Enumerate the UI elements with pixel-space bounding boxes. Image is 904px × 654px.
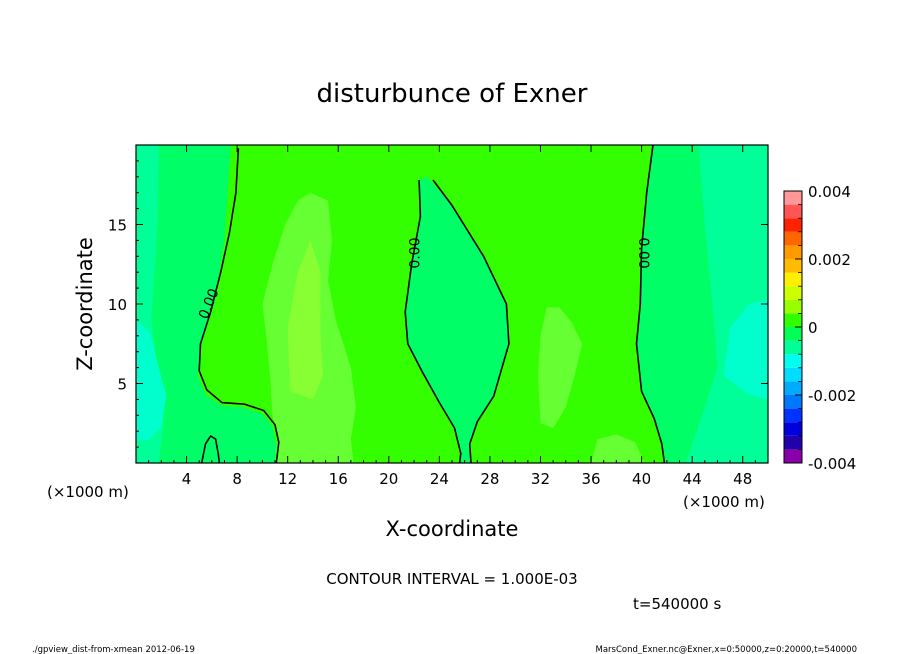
colorbar-swatch bbox=[784, 259, 802, 273]
zero-contour-3 bbox=[432, 179, 510, 463]
x-tick-label: 32 bbox=[531, 470, 550, 488]
colorbar-swatch bbox=[784, 354, 802, 368]
colorbar-swatch bbox=[784, 191, 802, 205]
x-tick-label: 44 bbox=[683, 470, 702, 488]
colorbar-swatch bbox=[784, 340, 802, 355]
colorbar-swatch bbox=[784, 286, 802, 300]
x-unit-right: (×1000 m) bbox=[683, 493, 765, 511]
x-tick-label: 8 bbox=[232, 470, 242, 488]
colorbar-swatch bbox=[784, 231, 802, 246]
x-tick-label: 28 bbox=[480, 470, 499, 488]
x-tick-label: 12 bbox=[278, 470, 297, 488]
colorbar-swatch bbox=[784, 245, 802, 259]
chart-title: disturbunce of Exner bbox=[317, 79, 588, 109]
x-tick-label: 16 bbox=[329, 470, 348, 488]
colorbar-tick-label: -0.002 bbox=[808, 387, 856, 405]
zero-contour-2 bbox=[404, 179, 462, 463]
y-tick-label: 5 bbox=[117, 376, 127, 394]
x-tick-label: 20 bbox=[379, 470, 398, 488]
field-positive-right bbox=[538, 307, 583, 428]
field-left-negative bbox=[136, 145, 277, 463]
colorbar-swatch bbox=[784, 299, 802, 314]
contour-field bbox=[136, 145, 768, 463]
x-axis-label: X-coordinate bbox=[386, 517, 519, 541]
x-tick-label: 36 bbox=[581, 470, 600, 488]
colorbar-swatch bbox=[784, 435, 802, 450]
colorbar-swatch bbox=[784, 218, 802, 232]
field-positive-left-core bbox=[287, 240, 324, 400]
colorbar-swatch bbox=[784, 327, 802, 341]
colorbar-swatch bbox=[784, 408, 802, 423]
y-tick-label: 15 bbox=[108, 217, 127, 235]
y-axis-label: Z-coordinate bbox=[73, 237, 97, 371]
colorbar-swatch bbox=[784, 449, 802, 463]
colorbar-swatch bbox=[784, 204, 802, 219]
x-tick-label: 48 bbox=[733, 470, 752, 488]
contour-label-3: 0.00 bbox=[635, 238, 651, 269]
colorbar-tick-label: 0.004 bbox=[808, 183, 851, 201]
field-center-negative bbox=[405, 176, 509, 463]
zero-contour-5 bbox=[200, 435, 221, 463]
y-tick-label: 10 bbox=[108, 296, 127, 314]
x-tick-label: 24 bbox=[430, 470, 449, 488]
footer-right: MarsCond_Exner.nc@Exner,x=0:50000,z=0:20… bbox=[595, 645, 857, 654]
field-left-deep bbox=[136, 319, 167, 441]
colorbar-swatch bbox=[784, 272, 802, 287]
x-axis-ticks: 4 8 12 16 20 24 28 32 36 40 44 48 bbox=[148, 145, 769, 488]
zero-contour-4 bbox=[635, 145, 666, 463]
contour-interval: CONTOUR INTERVAL = 1.000E-03 bbox=[326, 570, 577, 588]
contour-label-2: 0.00 bbox=[407, 238, 423, 269]
colorbar-swatch bbox=[784, 381, 802, 395]
time-label: t=540000 s bbox=[633, 595, 721, 613]
colorbar-tick-label: -0.004 bbox=[808, 455, 856, 473]
x-tick-label: 4 bbox=[182, 470, 192, 488]
y-axis-ticks: 5 10 15 bbox=[108, 160, 768, 448]
colorbar-swatch bbox=[784, 367, 802, 382]
zero-contours bbox=[198, 145, 666, 463]
zero-contour-1 bbox=[198, 148, 280, 463]
x-tick-label: 40 bbox=[632, 470, 651, 488]
colorbar-tick-label: 0 bbox=[808, 319, 818, 337]
field-right-deep bbox=[723, 299, 768, 400]
colorbar-swatch bbox=[784, 422, 802, 436]
colorbar-swatch bbox=[784, 395, 802, 409]
colorbar-tick-label: 0.002 bbox=[808, 251, 851, 269]
colorbar: 0.004 0.002 0 -0.002 -0.004 bbox=[783, 183, 856, 473]
x-unit-left: (×1000 m) bbox=[47, 483, 129, 501]
colorbar-swatch bbox=[784, 313, 802, 327]
footer-left: ./gpview_dist-from-xmean 2012-06-19 bbox=[32, 645, 195, 654]
field-positive-bottom bbox=[591, 434, 645, 463]
